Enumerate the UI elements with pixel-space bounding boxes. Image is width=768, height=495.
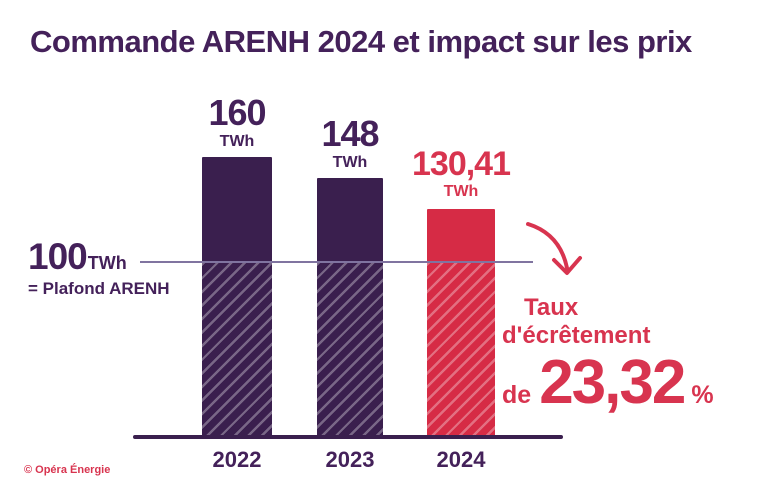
x-axis-line	[133, 435, 563, 439]
page-title: Commande ARENH 2024 et impact sur les pr…	[30, 24, 692, 59]
year-label-2022: 2022	[212, 447, 262, 472]
curved-arrow-icon	[526, 222, 582, 275]
bar-2022	[202, 157, 272, 437]
bar-2024	[427, 209, 495, 437]
ceiling-value-row: 100 TWh	[28, 238, 170, 275]
value-label-2024: 130,41 TWh	[412, 145, 511, 200]
curtailment-prefix: de	[502, 380, 532, 409]
hatched-below-ceiling	[202, 263, 272, 437]
year-label-2023: 2023	[325, 447, 375, 472]
curtailment-value: 23,32	[539, 347, 686, 417]
value-unit: TWh	[219, 133, 255, 150]
ceiling-caption: = Plafond ARENH	[28, 279, 170, 298]
value-label-2023: 148 TWh	[321, 113, 379, 171]
year-label-2024: 2024	[436, 447, 486, 472]
arenh-ceiling-line	[140, 261, 533, 263]
ceiling-annotation: 100 TWh = Plafond ARENH	[28, 238, 170, 297]
curtailment-line2: d'écrêtement	[502, 322, 651, 350]
ceiling-unit: TWh	[87, 253, 127, 273]
curtailment-line1: Taux	[524, 294, 579, 321]
ceiling-value: 100	[28, 236, 88, 277]
value-number: 148	[321, 113, 379, 154]
value-number: 130,41	[412, 145, 511, 183]
curtailment-annotation: Taux d'écrêtement de 23,32 %	[502, 294, 714, 417]
value-unit: TWh	[332, 154, 368, 171]
hatched-below-ceiling	[427, 263, 495, 437]
curtailment-value-row: de 23,32 %	[502, 347, 714, 417]
copyright-credit: © Opéra Énergie	[24, 464, 111, 476]
bar-2023	[317, 178, 383, 437]
percent-sign: %	[691, 380, 714, 409]
value-number: 160	[208, 92, 266, 133]
value-unit: TWh	[443, 183, 479, 200]
hatched-below-ceiling	[317, 263, 383, 437]
value-label-2022: 160 TWh	[208, 92, 266, 150]
